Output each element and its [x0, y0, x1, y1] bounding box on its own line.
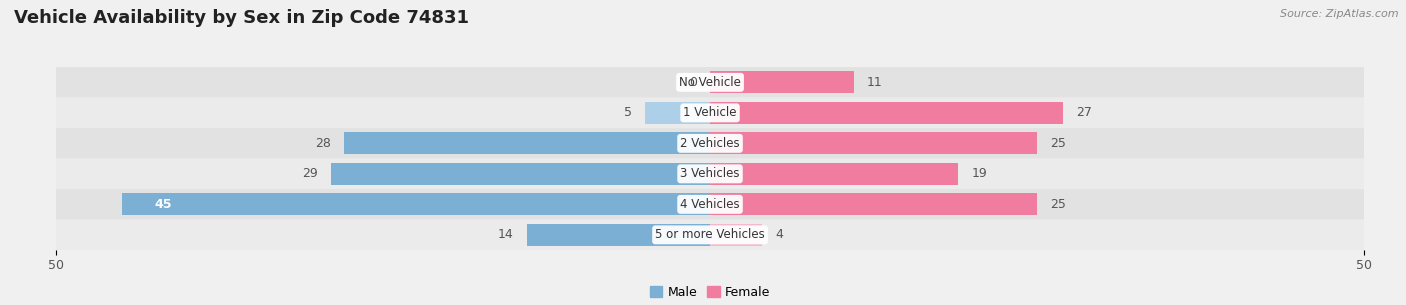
Text: 4 Vehicles: 4 Vehicles [681, 198, 740, 211]
Text: 45: 45 [155, 198, 172, 211]
Bar [527, 224, 710, 246]
Text: 28: 28 [315, 137, 330, 150]
FancyBboxPatch shape [56, 67, 1364, 98]
FancyBboxPatch shape [56, 128, 1364, 159]
Text: No Vehicle: No Vehicle [679, 76, 741, 89]
Text: 27: 27 [1076, 106, 1092, 119]
Text: 3 Vehicles: 3 Vehicles [681, 167, 740, 180]
Text: 14: 14 [498, 228, 515, 241]
Text: 25: 25 [1050, 137, 1066, 150]
Text: 4: 4 [776, 228, 783, 241]
Bar [644, 102, 710, 124]
FancyBboxPatch shape [56, 220, 1364, 250]
Text: 1 Vehicle: 1 Vehicle [683, 106, 737, 119]
Text: Source: ZipAtlas.com: Source: ZipAtlas.com [1281, 9, 1399, 19]
Bar [710, 224, 762, 246]
Text: 5 or more Vehicles: 5 or more Vehicles [655, 228, 765, 241]
FancyBboxPatch shape [56, 98, 1364, 128]
Bar [330, 163, 710, 185]
Bar [710, 132, 1038, 154]
Text: 5: 5 [624, 106, 631, 119]
Bar [710, 102, 1063, 124]
Bar [710, 193, 1038, 215]
Bar [710, 163, 959, 185]
Text: 29: 29 [302, 167, 318, 180]
Bar [710, 71, 853, 93]
Bar [344, 132, 710, 154]
Text: 0: 0 [689, 76, 697, 89]
Legend: Male, Female: Male, Female [650, 286, 770, 299]
FancyBboxPatch shape [56, 189, 1364, 220]
Text: 2 Vehicles: 2 Vehicles [681, 137, 740, 150]
Bar [122, 193, 710, 215]
FancyBboxPatch shape [56, 159, 1364, 189]
Text: 25: 25 [1050, 198, 1066, 211]
Text: 11: 11 [868, 76, 883, 89]
Text: 19: 19 [972, 167, 987, 180]
Text: Vehicle Availability by Sex in Zip Code 74831: Vehicle Availability by Sex in Zip Code … [14, 9, 470, 27]
